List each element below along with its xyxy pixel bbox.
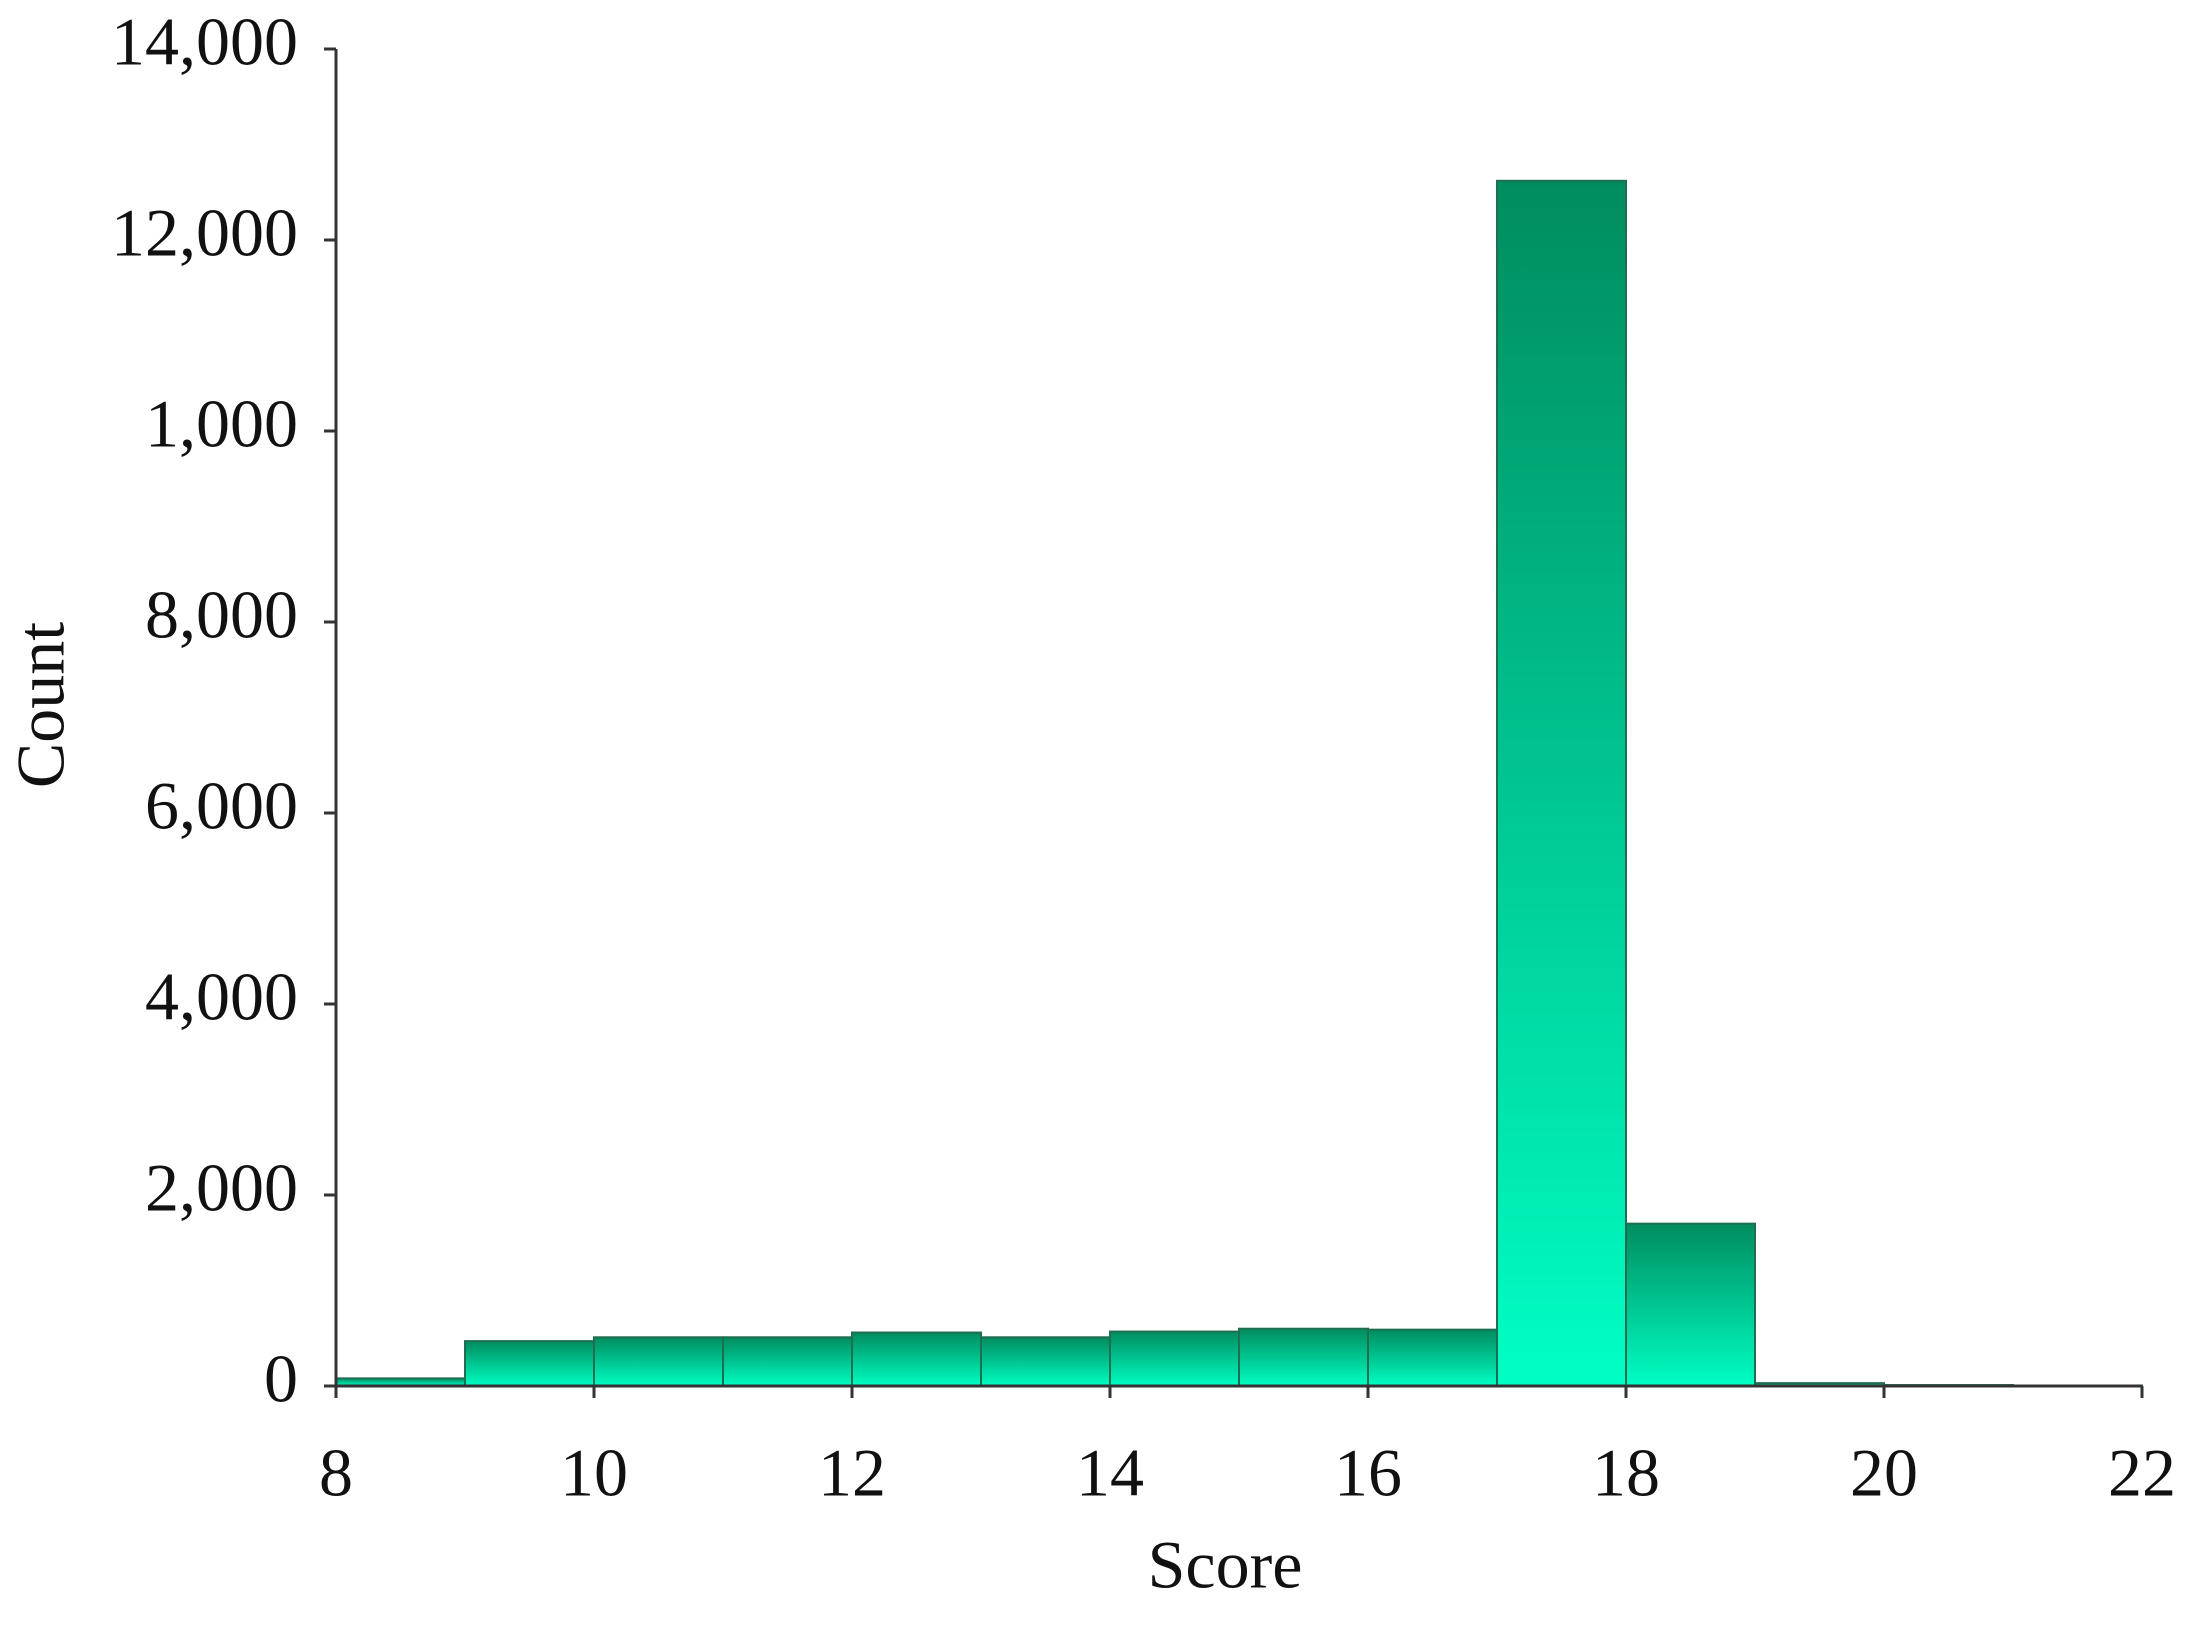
- x-tick-label: 14: [1076, 1435, 1144, 1511]
- bar: [1625, 1222, 1756, 1388]
- x-tick-label: 12: [818, 1435, 886, 1511]
- bar: [1496, 179, 1627, 1387]
- y-tick-label: 2,000: [145, 1150, 298, 1226]
- y-tick-label: 4,000: [145, 959, 298, 1035]
- bar: [722, 1336, 853, 1388]
- y-tick-label: 0: [264, 1341, 298, 1417]
- bar: [1238, 1327, 1369, 1387]
- bar: [1367, 1328, 1498, 1388]
- x-tick-label: 8: [319, 1435, 353, 1511]
- x-tick-label: 16: [1334, 1435, 1402, 1511]
- y-axis-title: Count: [3, 622, 79, 788]
- x-axis-title: Score: [1148, 1527, 1303, 1603]
- x-tick-label: 10: [560, 1435, 628, 1511]
- x-tick-label: 20: [1850, 1435, 1918, 1511]
- x-tick-label: 18: [1592, 1435, 1660, 1511]
- bar: [593, 1336, 724, 1388]
- y-tick-label: 1,000: [145, 386, 298, 462]
- y-tick-label: 6,000: [145, 768, 298, 844]
- bar: [464, 1340, 595, 1387]
- bar: [851, 1331, 982, 1388]
- x-tick-label: 22: [2108, 1435, 2176, 1511]
- bar: [1109, 1330, 1240, 1387]
- bar: [980, 1336, 1111, 1388]
- y-tick-label: 14,000: [111, 4, 298, 80]
- y-tick-label: 8,000: [145, 577, 298, 653]
- y-tick-label: 12,000: [111, 195, 298, 271]
